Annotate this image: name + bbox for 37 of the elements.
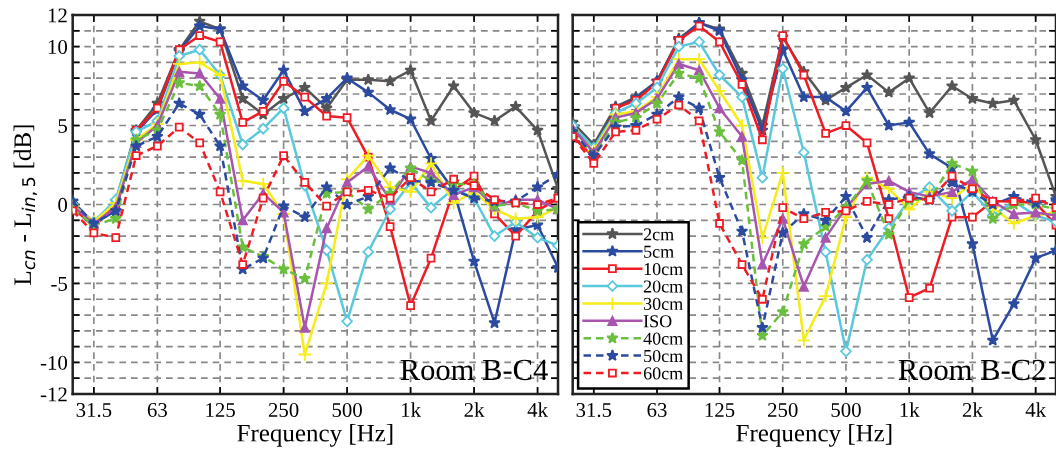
y-tick-label: 12 [48, 8, 67, 23]
annotation: Room B-C2 [898, 359, 1045, 381]
legend-label: 20cm [643, 280, 683, 293]
y-tick-label: -5 [51, 277, 68, 291]
x-tick-label: 125 [206, 402, 235, 417]
y-tick-label: -10 [40, 355, 68, 370]
x-tick-label: 4k [527, 402, 548, 417]
x-tick-label: 4k [1025, 402, 1047, 417]
legend-label: 2cm [643, 228, 674, 241]
annotation: Room B-C4 [400, 359, 548, 381]
y-tick-label: -12 [40, 387, 67, 402]
x-tick-label: 63 [647, 402, 667, 417]
legend-label: 60cm [643, 367, 683, 380]
x-tick-label: 500 [332, 402, 362, 417]
x-tick-label: 250 [268, 402, 299, 417]
x-tick-label: 1k [402, 402, 421, 417]
x-tick-label: 125 [705, 402, 735, 417]
legend-label: ISO [643, 315, 672, 328]
x-tick-label: 31.5 [576, 402, 612, 418]
legend-label: 30cm [643, 297, 683, 310]
x-tick-label: 2k [464, 402, 485, 417]
y-tick-label: 0 [58, 197, 68, 212]
legend-label: 50cm [644, 349, 683, 363]
x-tick-label: 2k [962, 402, 983, 417]
x-axis-title: Frequency [Hz] [237, 424, 393, 447]
legend-label: 5cm [644, 245, 674, 258]
y-axis-title: L$_{cn}$ - L$_{in,5}$ [dB] [13, 125, 38, 285]
x-axis-title: Frequency [Hz] [736, 424, 892, 447]
x-tick-label: 1k [900, 402, 920, 417]
x-tick-label: 250 [768, 402, 798, 417]
y-tick-label: 5 [58, 119, 68, 133]
y-tick-label: 10 [48, 39, 68, 55]
x-tick-label: 500 [831, 402, 861, 417]
legend-label: 40cm [643, 332, 683, 345]
x-tick-label: 63 [147, 402, 167, 417]
legend-label: 10cm [644, 262, 683, 276]
x-tick-label: 31.5 [76, 402, 112, 418]
